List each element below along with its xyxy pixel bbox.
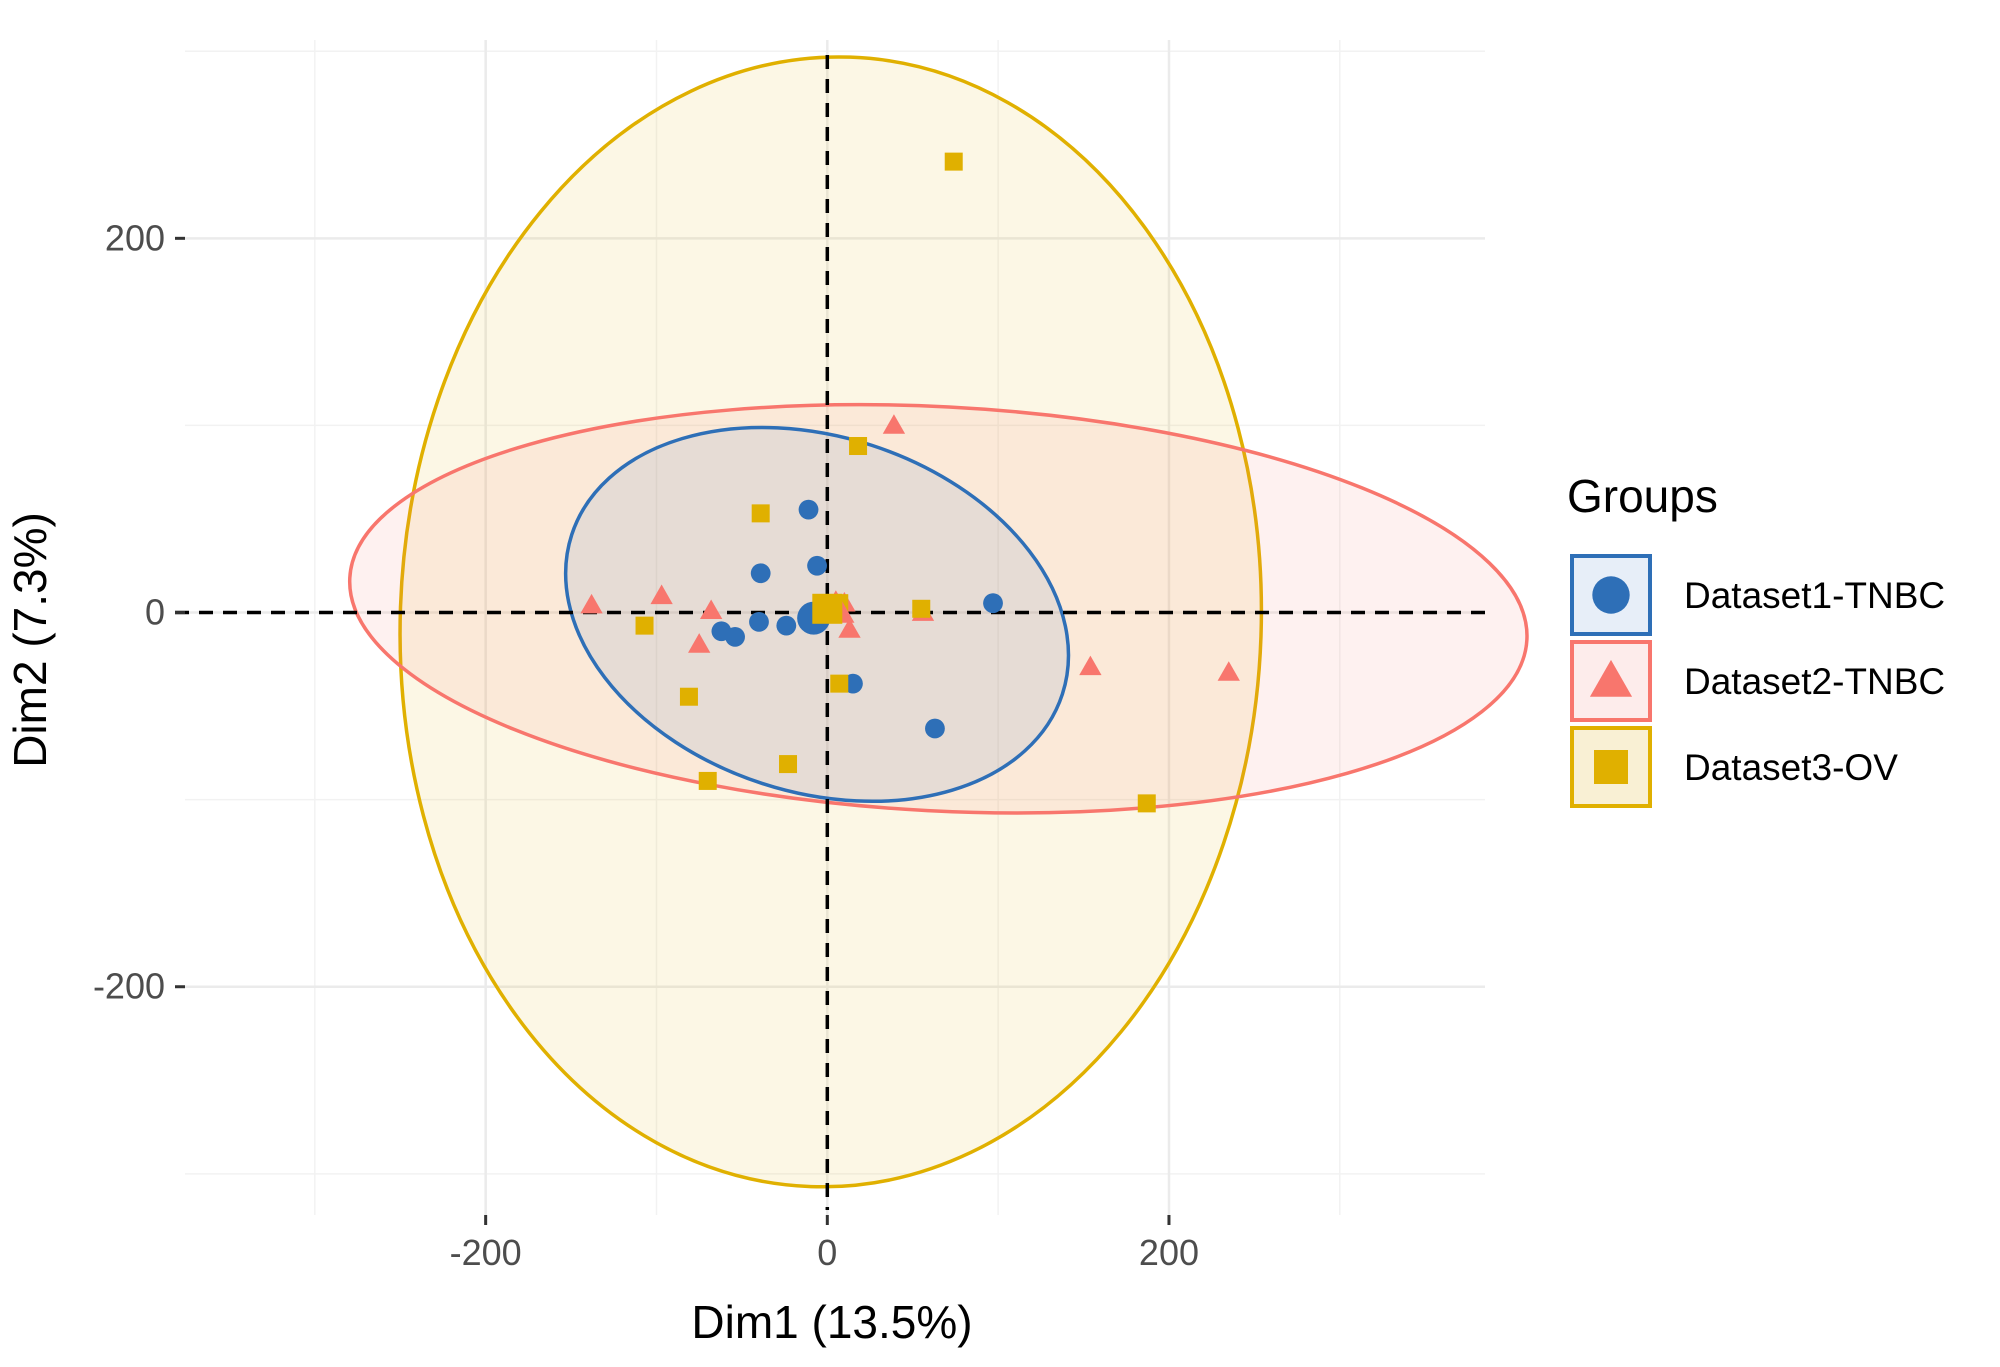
x-tick-label: 0	[817, 1232, 837, 1273]
legend-marker-triangle	[1589, 659, 1633, 697]
data-point-circle	[925, 718, 945, 739]
data-point-square	[944, 152, 963, 171]
data-point-square	[779, 755, 798, 774]
data-point-circle	[798, 499, 819, 520]
legend-label: Dataset2-TNBC	[1684, 661, 1945, 702]
data-point-square	[751, 504, 770, 523]
centroid-square	[812, 593, 843, 624]
y-tick-label: 0	[145, 592, 165, 633]
data-point-circle	[983, 593, 1003, 614]
legend-key	[1570, 640, 1652, 722]
y-axis-title: Dim2 (7.3%)	[4, 512, 56, 768]
ellipse-dataset2-tnbc	[347, 402, 1529, 815]
data-point-circle	[725, 626, 745, 647]
axes: -200 0 200 -200 0 200	[93, 217, 1199, 1273]
data-point-circle	[807, 555, 827, 576]
legend-item: Dataset2-TNBC	[1570, 640, 1945, 722]
data-point-square	[635, 616, 654, 635]
data-point-square	[679, 687, 698, 706]
data-point-circle	[750, 563, 771, 584]
y-tick-label: -200	[93, 966, 165, 1007]
legend-item: Dataset3-OV	[1570, 726, 1898, 808]
legend-title: Groups	[1567, 470, 1718, 522]
data-point-circle	[776, 615, 797, 636]
legend-item: Dataset1-TNBC	[1570, 554, 1945, 636]
legend-marker-circle	[1592, 576, 1630, 614]
legend: Groups Dataset1-TNBC Dataset2-TNBC Dataset…	[1567, 470, 1945, 808]
y-tick-label: 200	[105, 217, 165, 258]
data-point-triangle	[1079, 655, 1102, 676]
confidence-ellipses	[347, 55, 1529, 1189]
x-tick-label: -200	[450, 1232, 522, 1273]
legend-label: Dataset1-TNBC	[1684, 575, 1945, 616]
data-point-circle	[749, 611, 769, 632]
data-point-triangle	[882, 414, 906, 434]
group-centroids	[797, 590, 855, 635]
data-point-triangle	[688, 633, 711, 653]
x-tick-label: 200	[1139, 1232, 1199, 1273]
data-point-triangle	[650, 584, 673, 605]
legend-label: Dataset3-OV	[1684, 747, 1898, 788]
data-point-square	[698, 771, 717, 790]
data-point-triangle	[699, 599, 723, 620]
data-point-triangle	[580, 593, 603, 614]
data-point-square	[849, 437, 868, 456]
legend-marker-square	[1594, 750, 1628, 784]
data-point-square	[912, 599, 931, 618]
data-point-square	[830, 674, 849, 693]
x-axis-title: Dim1 (13.5%)	[691, 1296, 972, 1348]
data-point-square	[1137, 794, 1156, 813]
data-point-triangle	[838, 618, 861, 638]
data-point-triangle	[1217, 661, 1240, 681]
